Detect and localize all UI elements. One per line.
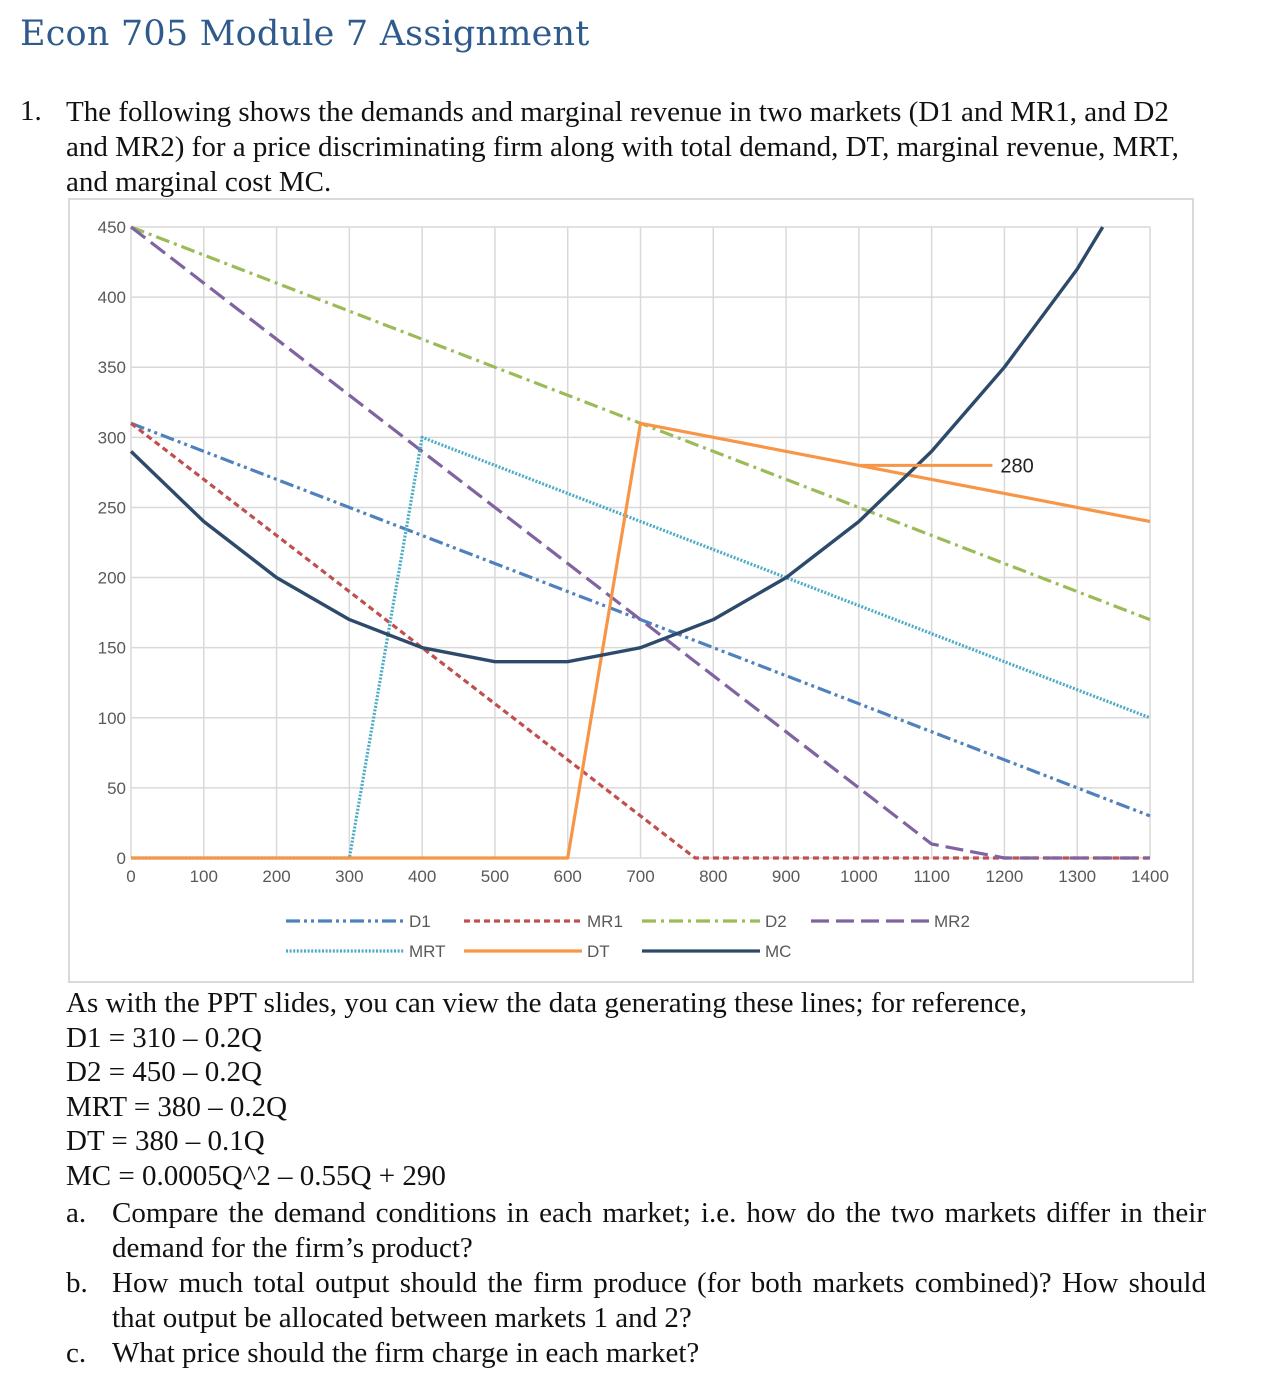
x-tick-label: 900 [772, 867, 800, 886]
equation-d1: D1 = 310 – 0.2Q [66, 1021, 262, 1054]
part-c: c. What price should the firm charge in … [66, 1336, 1206, 1371]
reference-section: As with the PPT slides, you can view the… [66, 986, 1206, 1193]
question-parts: a. Compare the demand conditions in each… [66, 1196, 1206, 1371]
y-tick-label: 100 [98, 709, 126, 728]
x-tick-label: 500 [481, 867, 509, 886]
x-tick-label: 0 [126, 867, 135, 886]
legend-label-mrt: MRT [409, 942, 446, 961]
x-tick-label: 1300 [1058, 867, 1096, 886]
part-text: Compare the demand conditions in each ma… [112, 1197, 1206, 1264]
y-tick-label: 200 [98, 569, 126, 588]
legend-label-d2: D2 [765, 912, 787, 931]
x-tick-label: 1200 [986, 867, 1024, 886]
part-text: How much total output should the firm pr… [112, 1267, 1206, 1334]
question-number: 1. [20, 95, 42, 127]
chart-container: 0 100 200 300 400 500 600 700 800 900 1000 1100 1200… [68, 198, 1194, 983]
series-line-dt [131, 421, 1151, 860]
part-label: a. [66, 1197, 87, 1229]
part-a: a. Compare the demand conditions in each… [66, 1196, 1206, 1266]
equation-mc: MC = 0.0005Q^2 – 0.55Q + 290 [66, 1159, 446, 1192]
y-tick-label: 300 [98, 428, 126, 447]
part-b: b. How much total output should the firm… [66, 1266, 1206, 1336]
y-tick-label: 50 [107, 779, 126, 798]
y-tick-label: 250 [98, 498, 126, 517]
y-tick-label: 150 [98, 639, 126, 658]
x-tick-label: 300 [335, 867, 363, 886]
question-text: The following shows the demands and marg… [66, 96, 1179, 198]
x-tick-label: 700 [626, 867, 654, 886]
part-label: c. [66, 1337, 87, 1369]
x-tick-label: 1400 [1131, 867, 1169, 886]
y-tick-label: 450 [98, 218, 126, 237]
x-tick-label: 1100 [913, 867, 950, 886]
line-chart: 0 100 200 300 400 500 600 700 800 900 1000 1100 1200… [98, 218, 1169, 961]
series-line-mr1 [130, 422, 1150, 860]
legend-label-mc: MC [765, 942, 791, 961]
y-tick-label: 400 [98, 288, 126, 307]
x-tick-label: 800 [699, 867, 727, 886]
equation-dt: DT = 380 – 0.1Q [66, 1125, 265, 1157]
series-line-mc [129, 226, 1105, 664]
y-tick-label: 0 [117, 849, 126, 868]
equation-d2: D2 = 450 – 0.2Q [66, 1056, 262, 1088]
legend-label-d1: D1 [409, 912, 431, 931]
annotation-label: 280 [1000, 455, 1033, 477]
x-tick-label: 600 [554, 867, 582, 886]
page-title: Econ 705 Module 7 Assignment [20, 14, 590, 54]
part-text: What price should the firm charge in eac… [112, 1337, 700, 1369]
legend-label-mr2: MR2 [934, 912, 970, 931]
x-tick-label: 400 [408, 867, 436, 886]
legend-label-dt: DT [587, 942, 610, 961]
legend-label-mr1: MR1 [587, 912, 623, 931]
x-tick-label: 1000 [840, 867, 878, 886]
part-label: b. [66, 1267, 88, 1299]
x-tick-label: 200 [262, 867, 290, 886]
intro-text: As with the PPT slides, you can view the… [66, 987, 1028, 1019]
y-tick-label: 350 [98, 358, 126, 377]
equation-mrt: MRT = 380 – 0.2Q [66, 1090, 288, 1123]
series-line-d1 [130, 421, 1151, 818]
x-tick-label: 100 [190, 867, 218, 886]
